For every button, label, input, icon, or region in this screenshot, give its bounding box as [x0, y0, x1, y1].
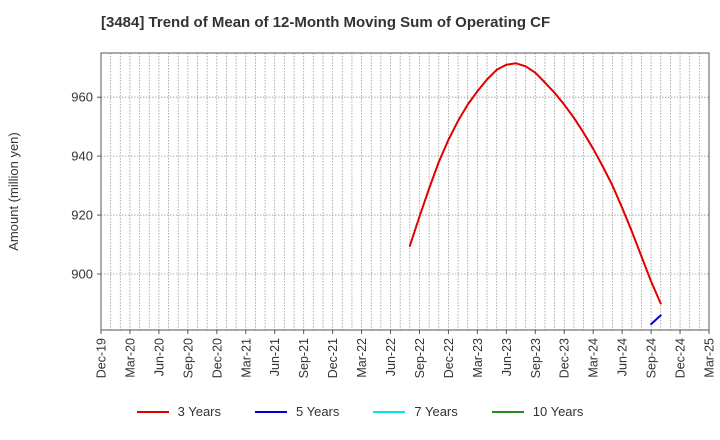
x-tick-label: Mar-22 — [355, 338, 369, 378]
legend-label: 3 Years — [177, 404, 221, 419]
y-axis: 900 920 940 960 — [71, 90, 101, 282]
x-tick-label: Sep-20 — [181, 338, 195, 378]
x-tick-label: Mar-20 — [123, 338, 137, 378]
y-tick-label: 920 — [71, 208, 93, 223]
x-tick-label: Jun-23 — [500, 338, 514, 376]
legend-item: 7 Years — [373, 404, 458, 419]
series-line-5-years — [650, 314, 662, 326]
x-tick-label: Dec-24 — [674, 338, 688, 378]
legend: 3 Years 5 Years 7 Years 10 Years — [0, 404, 720, 419]
x-tick-label: Sep-23 — [529, 338, 543, 378]
x-tick-label: Mar-21 — [239, 338, 253, 378]
x-tick-label: Sep-22 — [413, 338, 427, 378]
x-tick-label: Dec-20 — [210, 338, 224, 378]
x-tick-label: Mar-23 — [471, 338, 485, 378]
legend-item: 5 Years — [255, 404, 339, 419]
legend-swatch — [255, 410, 287, 413]
y-tick-label: 940 — [71, 149, 93, 164]
x-tick-label: Jun-20 — [152, 338, 166, 376]
x-tick-label: Jun-22 — [384, 338, 398, 376]
legend-label: 5 Years — [296, 404, 340, 419]
legend-label: 10 Years — [532, 404, 584, 419]
x-axis: Dec-19 Mar-20 Jun-20 Sep-20 Dec-20 Mar-21 Jun-… — [95, 330, 717, 378]
x-tick-label: Dec-19 — [95, 338, 109, 378]
legend-label: 7 Years — [414, 404, 458, 419]
x-tick-label: Sep-21 — [297, 338, 311, 378]
y-axis-label: Amount (million yen) — [6, 132, 21, 251]
chart-title: [3484] Trend of Mean of 12-Month Moving … — [101, 14, 551, 31]
x-tick-label: Dec-22 — [442, 338, 456, 378]
x-tick-label: Mar-24 — [587, 338, 601, 378]
x-tick-label: Mar-25 — [703, 338, 717, 378]
series — [408, 62, 662, 326]
y-tick-label: 900 — [71, 267, 93, 282]
plot-area — [100, 52, 710, 331]
legend-swatch — [491, 410, 524, 413]
y-tick-label: 960 — [71, 90, 93, 105]
x-tick-label: Jun-21 — [268, 338, 282, 376]
legend-item: 3 Years — [136, 404, 221, 419]
x-tick-label: Jun-24 — [616, 338, 630, 376]
legend-swatch — [136, 410, 169, 413]
series-line-3-years — [408, 62, 662, 305]
legend-item: 10 Years — [491, 404, 584, 419]
x-tick-label: Sep-24 — [645, 338, 659, 378]
x-tick-label: Dec-21 — [326, 338, 340, 378]
legend-swatch — [373, 410, 406, 413]
x-tick-label: Dec-23 — [558, 338, 572, 378]
grid — [101, 53, 709, 330]
